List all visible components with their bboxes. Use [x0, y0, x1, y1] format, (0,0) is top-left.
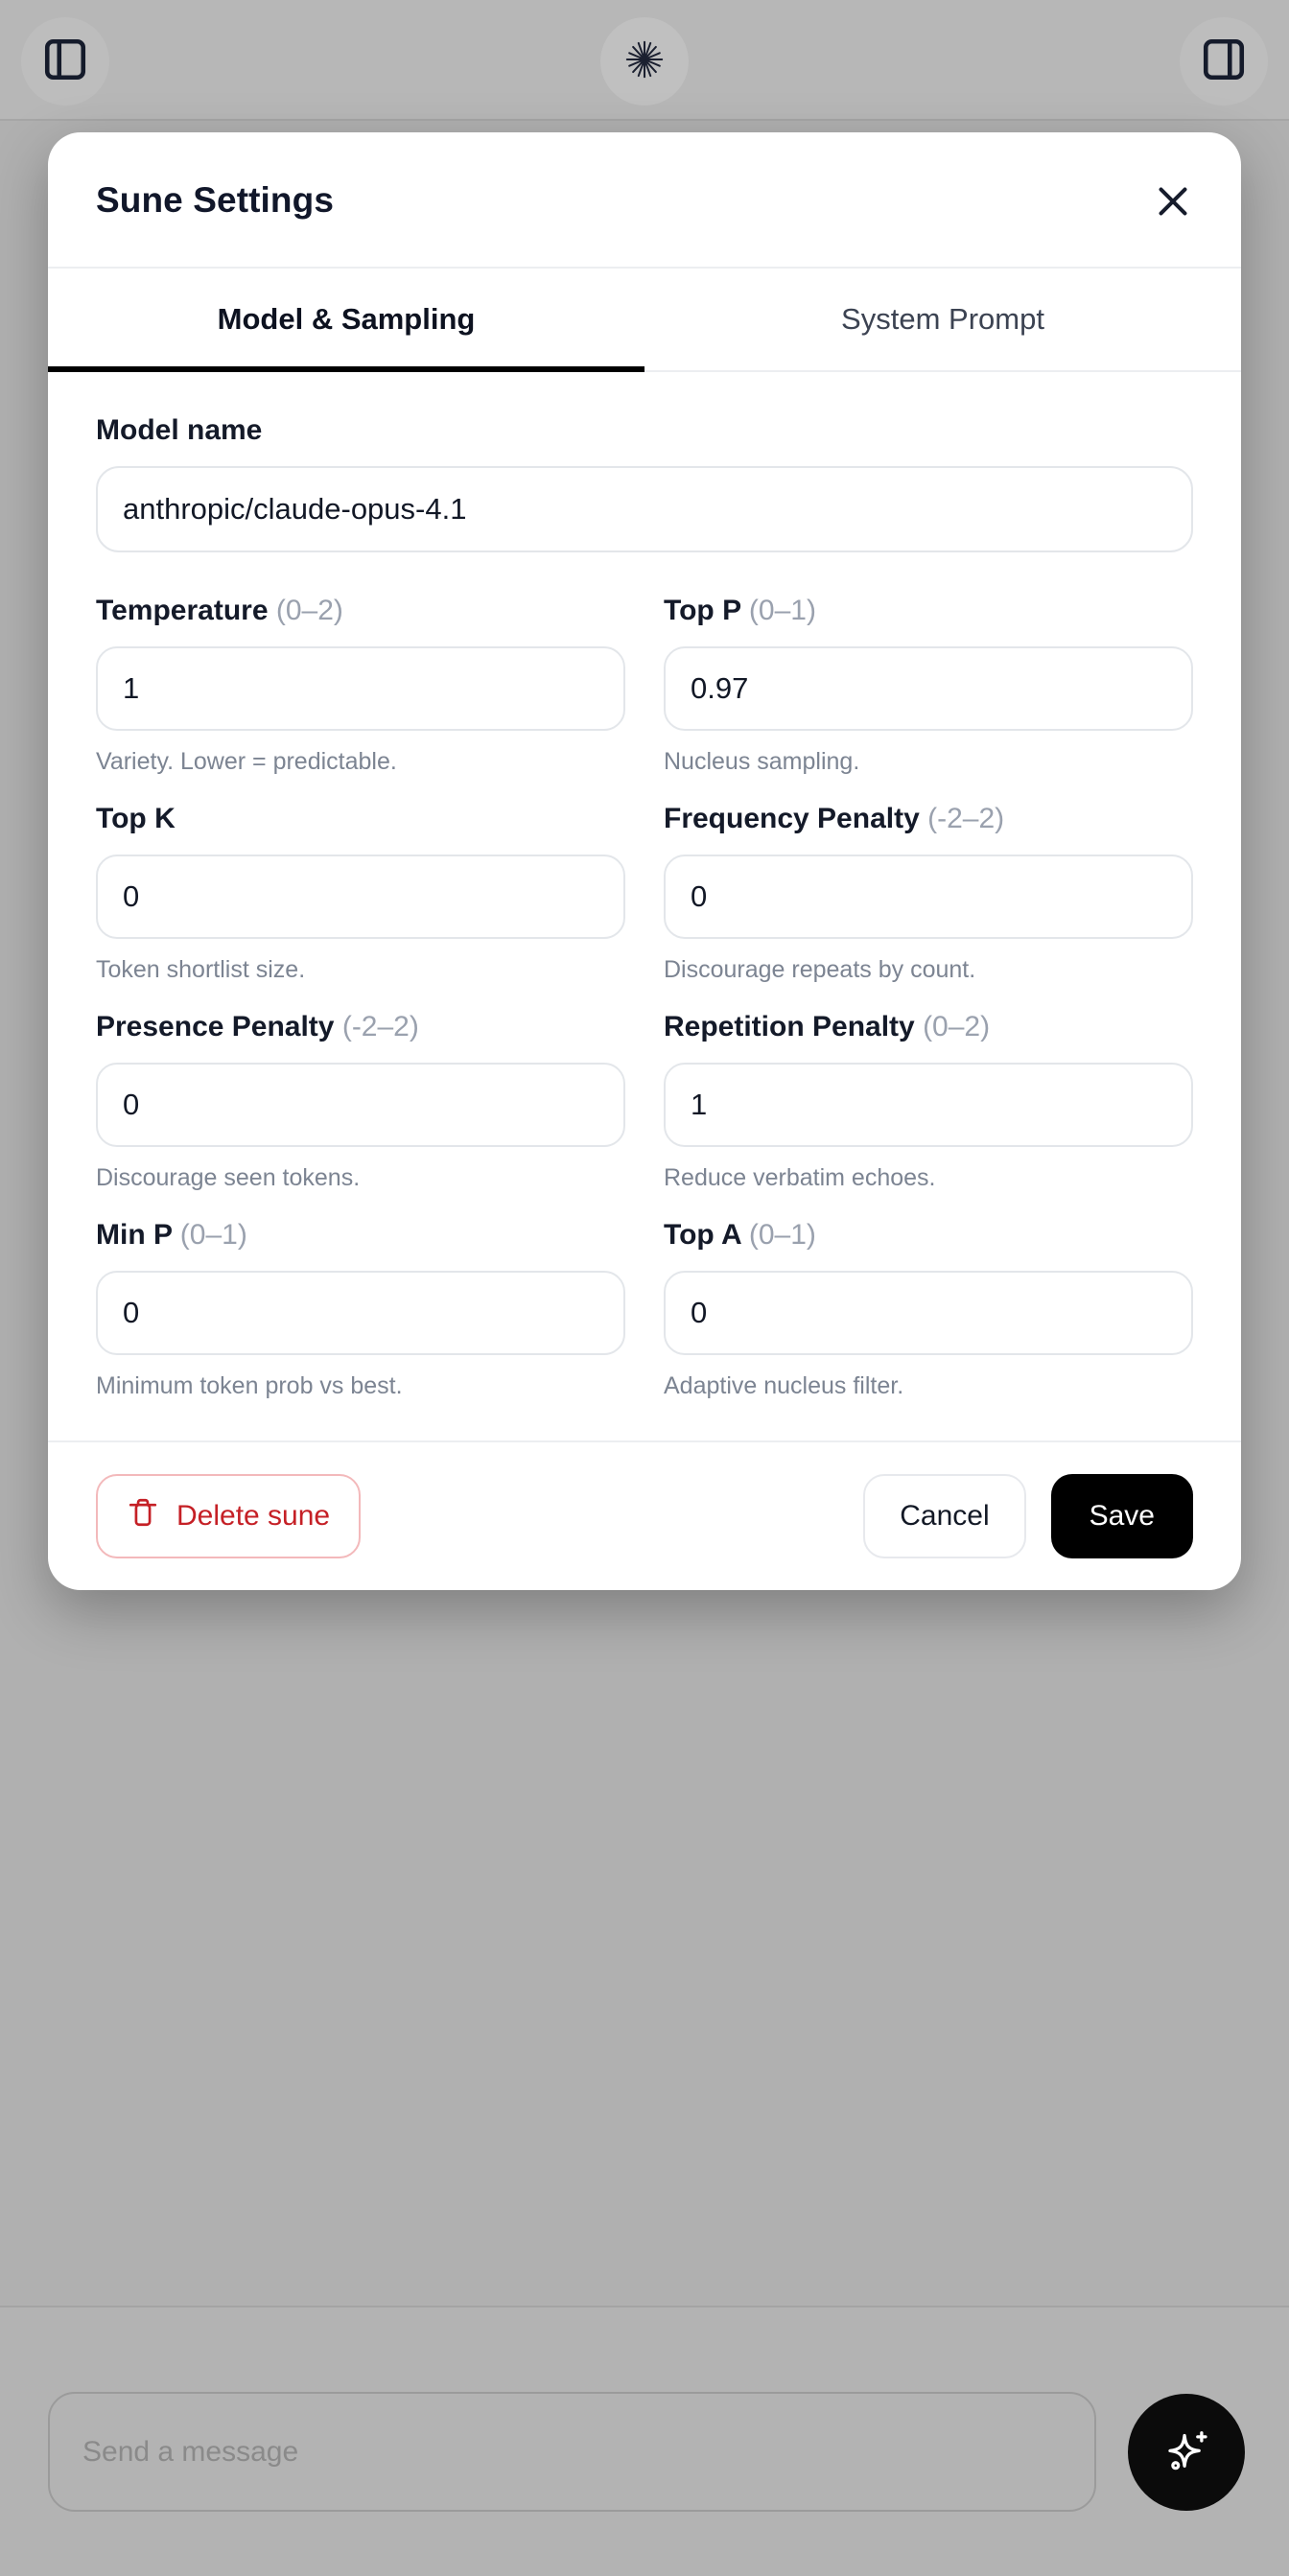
field-presence-penalty-input[interactable]	[96, 1063, 625, 1147]
sparkle-plus-icon	[1157, 2422, 1216, 2484]
field-top-k-label: Top K	[96, 803, 625, 835]
dialog-body: Model name Temperature (0–2) Variety. Lo…	[48, 372, 1241, 1440]
close-x-icon	[1151, 179, 1195, 226]
dialog-footer: Delete sune Cancel Save	[48, 1440, 1241, 1590]
field-top-p-input[interactable]	[664, 646, 1193, 731]
settings-row-4: Min P (0–1) Minimum token prob vs best. …	[96, 1219, 1193, 1400]
field-top-a-label: Top A (0–1)	[664, 1219, 1193, 1252]
field-temperature: Temperature (0–2) Variety. Lower = predi…	[96, 595, 625, 776]
field-min-p-input[interactable]	[96, 1271, 625, 1355]
field-top-a-label-text: Top A	[664, 1219, 741, 1251]
field-presence-penalty-help: Discourage seen tokens.	[96, 1164, 361, 1191]
field-frequency-penalty-input[interactable]	[664, 855, 1193, 939]
field-min-p: Min P (0–1) Minimum token prob vs best.	[96, 1219, 625, 1400]
field-temperature-range: (0–2)	[275, 595, 343, 626]
field-frequency-penalty-help: Discourage repeats by count.	[664, 956, 976, 983]
sidebar-right-toggle-icon	[1200, 35, 1248, 88]
field-top-k: Top K Token shortlist size.	[96, 803, 625, 984]
sidebar-right-toggle-button[interactable]	[1180, 17, 1268, 105]
field-top-p-label-text: Top P	[664, 595, 741, 626]
field-temperature-input[interactable]	[96, 646, 625, 731]
field-repetition-penalty-label-text: Repetition Penalty	[664, 1011, 915, 1042]
send-button[interactable]	[1128, 2394, 1245, 2511]
delete-sune-button[interactable]: Delete sune	[96, 1474, 362, 1558]
tab-system-prompt[interactable]: System Prompt	[644, 269, 1241, 370]
field-top-a-help: Adaptive nucleus filter.	[664, 1372, 904, 1399]
field-frequency-penalty: Frequency Penalty (-2–2) Discourage repe…	[664, 803, 1193, 984]
settings-row-3: Presence Penalty (-2–2) Discourage seen …	[96, 1011, 1193, 1192]
delete-sune-label: Delete sune	[176, 1500, 331, 1532]
message-input[interactable]	[48, 2392, 1096, 2512]
field-temperature-help: Variety. Lower = predictable.	[96, 748, 397, 775]
close-button[interactable]	[1143, 173, 1203, 232]
field-top-p-label: Top P (0–1)	[664, 595, 1193, 627]
field-repetition-penalty-label: Repetition Penalty (0–2)	[664, 1011, 1193, 1043]
field-top-a: Top A (0–1) Adaptive nucleus filter.	[664, 1219, 1193, 1400]
field-temperature-label: Temperature (0–2)	[96, 595, 625, 627]
save-button[interactable]: Save	[1050, 1474, 1193, 1558]
field-min-p-label: Min P (0–1)	[96, 1219, 625, 1252]
field-top-a-range: (0–1)	[748, 1219, 816, 1251]
model-name-input[interactable]	[96, 466, 1193, 552]
dialog-header: Sune Settings	[48, 132, 1241, 269]
field-repetition-penalty-input[interactable]	[664, 1063, 1193, 1147]
model-name-field: Model name	[96, 414, 1193, 552]
field-top-k-help: Token shortlist size.	[96, 956, 306, 983]
app-logo-button[interactable]	[600, 17, 689, 105]
trash-icon	[127, 1496, 159, 1536]
field-presence-penalty-label: Presence Penalty (-2–2)	[96, 1011, 625, 1043]
settings-dialog: Sune Settings Model & Sampling System Pr…	[48, 132, 1241, 1590]
field-presence-penalty-label-text: Presence Penalty	[96, 1011, 335, 1042]
starburst-logo-icon	[622, 37, 667, 86]
field-repetition-penalty-help: Reduce verbatim echoes.	[664, 1164, 936, 1191]
top-toolbar	[0, 0, 1289, 121]
model-name-label: Model name	[96, 414, 263, 446]
settings-row-1: Temperature (0–2) Variety. Lower = predi…	[96, 595, 1193, 776]
dialog-title: Sune Settings	[96, 180, 334, 220]
field-repetition-penalty: Repetition Penalty (0–2) Reduce verbatim…	[664, 1011, 1193, 1192]
dialog-tabs: Model & Sampling System Prompt	[48, 269, 1241, 372]
settings-row-2: Top K Token shortlist size. Frequency Pe…	[96, 803, 1193, 984]
field-presence-penalty-range: (-2–2)	[341, 1011, 419, 1042]
field-presence-penalty: Presence Penalty (-2–2) Discourage seen …	[96, 1011, 625, 1192]
field-top-p-range: (0–1)	[748, 595, 816, 626]
field-min-p-range: (0–1)	[179, 1219, 247, 1251]
field-frequency-penalty-range: (-2–2)	[927, 803, 1005, 834]
field-min-p-help: Minimum token prob vs best.	[96, 1372, 403, 1399]
field-temperature-label-text: Temperature	[96, 595, 269, 626]
field-top-a-input[interactable]	[664, 1271, 1193, 1355]
field-repetition-penalty-range: (0–2)	[923, 1011, 991, 1042]
cancel-button[interactable]: Cancel	[863, 1474, 1026, 1558]
field-top-p: Top P (0–1) Nucleus sampling.	[664, 595, 1193, 776]
field-top-p-help: Nucleus sampling.	[664, 748, 860, 775]
composer-bar	[0, 2306, 1289, 2576]
field-min-p-label-text: Min P	[96, 1219, 173, 1251]
field-top-k-input[interactable]	[96, 855, 625, 939]
field-frequency-penalty-label-text: Frequency Penalty	[664, 803, 920, 834]
sidebar-left-toggle-icon	[41, 35, 89, 88]
sidebar-left-toggle-button[interactable]	[21, 17, 109, 105]
field-frequency-penalty-label: Frequency Penalty (-2–2)	[664, 803, 1193, 835]
field-top-k-label-text: Top K	[96, 803, 176, 834]
tab-model-and-sampling[interactable]: Model & Sampling	[48, 269, 644, 372]
